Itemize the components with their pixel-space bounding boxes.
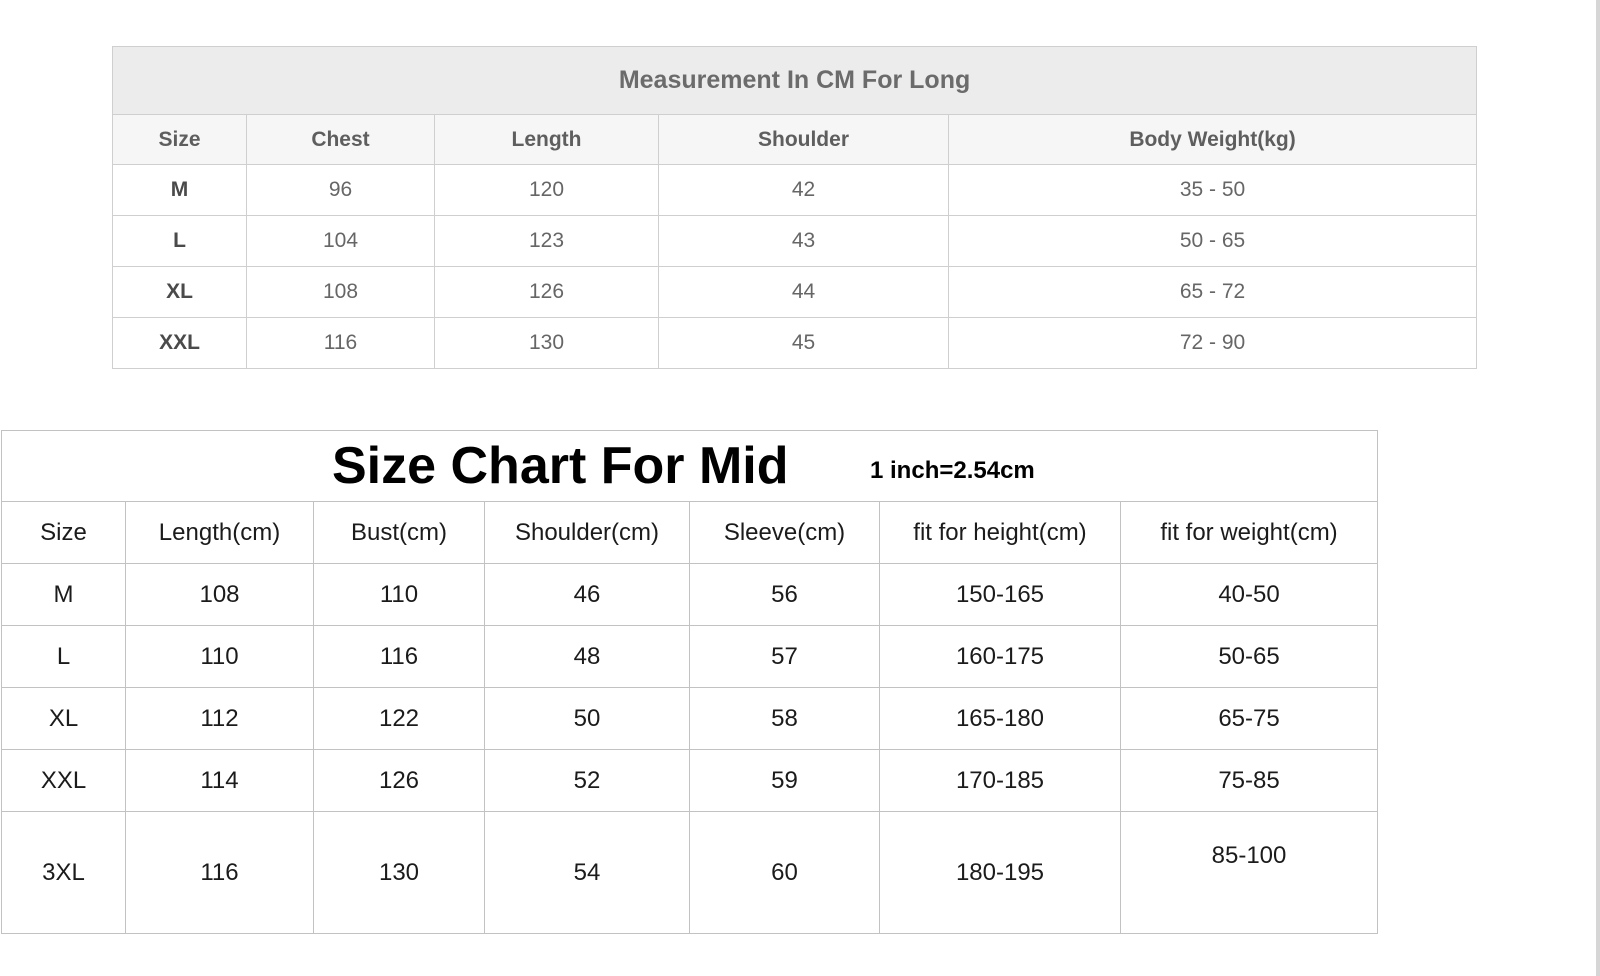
mid-header-fit-weight: fit for weight(cm) <box>1119 501 1379 564</box>
long-table-title: Measurement In CM For Long <box>111 46 1478 115</box>
fit-weight-cell: 85-100 <box>1119 811 1379 934</box>
chest-cell: 116 <box>246 317 435 369</box>
chest-cell: 96 <box>246 164 435 216</box>
fit-weight-cell: 75-85 <box>1119 749 1379 812</box>
table-row: M 108 110 46 56 150-165 40-50 <box>1 563 1379 626</box>
body-weight-cell: 65 - 72 <box>947 266 1478 318</box>
chest-cell: 104 <box>246 215 435 267</box>
sleeve-cell: 57 <box>689 625 880 688</box>
fit-height-cell: 160-175 <box>879 625 1121 688</box>
size-cell: M <box>112 164 247 216</box>
long-table-header-row: Size Chest Length Shoulder Body Weight(k… <box>112 114 1478 165</box>
page-edge-divider <box>1596 0 1600 976</box>
size-cell: XXL <box>112 317 247 369</box>
table-row: XL 108 126 44 65 - 72 <box>112 266 1478 318</box>
size-cell: XL <box>112 266 247 318</box>
length-cell: 116 <box>125 811 314 934</box>
long-header-body-weight: Body Weight(kg) <box>947 114 1478 165</box>
fit-height-cell: 180-195 <box>879 811 1121 934</box>
table-row: L 110 116 48 57 160-175 50-65 <box>1 625 1379 688</box>
mid-table-title: Size Chart For Mid <box>332 437 789 495</box>
shoulder-cell: 52 <box>484 749 690 812</box>
bust-cell: 110 <box>313 563 485 626</box>
length-cell: 108 <box>125 563 314 626</box>
shoulder-cell: 50 <box>484 687 690 750</box>
shoulder-cell: 45 <box>658 317 949 369</box>
table-row: L 104 123 43 50 - 65 <box>112 215 1478 267</box>
length-cell: 130 <box>434 317 659 369</box>
length-cell: 126 <box>434 266 659 318</box>
table-row: XL 112 122 50 58 165-180 65-75 <box>1 687 1379 750</box>
shoulder-cell: 54 <box>484 811 690 934</box>
chest-cell: 108 <box>246 266 435 318</box>
shoulder-cell: 46 <box>484 563 690 626</box>
bust-cell: 130 <box>313 811 485 934</box>
sleeve-cell: 59 <box>689 749 880 812</box>
size-cell: XXL <box>1 749 126 812</box>
long-header-length: Length <box>434 114 659 165</box>
size-cell: M <box>1 563 126 626</box>
fit-weight-cell: 40-50 <box>1119 563 1379 626</box>
mid-header-length: Length(cm) <box>125 501 314 564</box>
length-cell: 110 <box>125 625 314 688</box>
unit-conversion-note: 1 inch=2.54cm <box>870 457 1035 484</box>
length-cell: 123 <box>434 215 659 267</box>
bust-cell: 126 <box>313 749 485 812</box>
bust-cell: 116 <box>313 625 485 688</box>
mid-table-header-row: Size Length(cm) Bust(cm) Shoulder(cm) Sl… <box>1 501 1379 564</box>
size-cell: XL <box>1 687 126 750</box>
mid-header-sleeve: Sleeve(cm) <box>689 501 880 564</box>
table-row: XXL 114 126 52 59 170-185 75-85 <box>1 749 1379 812</box>
shoulder-cell: 44 <box>658 266 949 318</box>
body-weight-cell: 50 - 65 <box>947 215 1478 267</box>
length-cell: 114 <box>125 749 314 812</box>
fit-height-cell: 150-165 <box>879 563 1121 626</box>
mid-header-fit-height: fit for height(cm) <box>879 501 1121 564</box>
size-cell: L <box>1 625 126 688</box>
size-cell: 3XL <box>1 811 126 934</box>
fit-height-cell: 165-180 <box>879 687 1121 750</box>
body-weight-cell: 35 - 50 <box>947 164 1478 216</box>
mid-header-size: Size <box>1 501 126 564</box>
mid-size-table: Size Chart For Mid 1 inch=2.54cm Size Le… <box>0 430 1379 934</box>
sleeve-cell: 58 <box>689 687 880 750</box>
body-weight-cell: 72 - 90 <box>947 317 1478 369</box>
mid-table-title-row: Size Chart For Mid 1 inch=2.54cm <box>0 430 1379 502</box>
shoulder-cell: 42 <box>658 164 949 216</box>
long-header-size: Size <box>112 114 247 165</box>
fit-weight-cell: 65-75 <box>1119 687 1379 750</box>
mid-header-bust: Bust(cm) <box>313 501 485 564</box>
sleeve-cell: 60 <box>689 811 880 934</box>
shoulder-cell: 43 <box>658 215 949 267</box>
table-row: XXL 116 130 45 72 - 90 <box>112 317 1478 369</box>
shoulder-cell: 48 <box>484 625 690 688</box>
length-cell: 112 <box>125 687 314 750</box>
long-header-shoulder: Shoulder <box>658 114 949 165</box>
size-cell: L <box>112 215 247 267</box>
fit-weight-cell: 50-65 <box>1119 625 1379 688</box>
long-size-table: Measurement In CM For Long Size Chest Le… <box>111 46 1478 369</box>
fit-height-cell: 170-185 <box>879 749 1121 812</box>
table-row: 3XL 116 130 54 60 180-195 85-100 <box>1 811 1379 934</box>
mid-header-shoulder: Shoulder(cm) <box>484 501 690 564</box>
length-cell: 120 <box>434 164 659 216</box>
bust-cell: 122 <box>313 687 485 750</box>
table-row: M 96 120 42 35 - 50 <box>112 164 1478 216</box>
long-header-chest: Chest <box>246 114 435 165</box>
sleeve-cell: 56 <box>689 563 880 626</box>
